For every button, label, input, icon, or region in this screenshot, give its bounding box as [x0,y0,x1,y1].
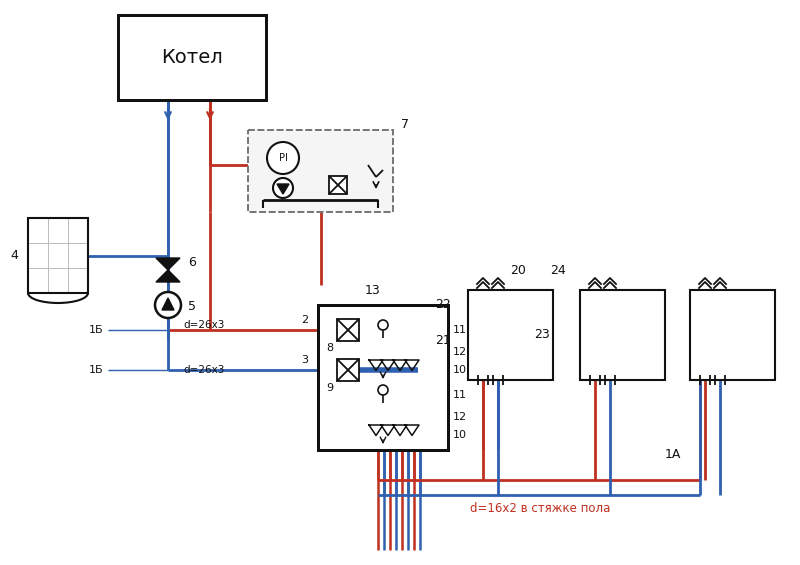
Bar [118,15,266,100]
Bar [337,319,359,341]
Text: 21: 21 [435,333,450,346]
Bar [690,290,775,380]
Bar [118,15,266,100]
Bar [248,130,393,212]
Bar [337,359,359,381]
Text: 11: 11 [453,390,467,400]
Text: 23: 23 [534,328,550,341]
Text: 12: 12 [453,412,467,422]
Text: 4: 4 [10,249,18,262]
Bar [248,130,393,212]
Text: 8: 8 [326,343,334,353]
Text: 13: 13 [365,284,381,297]
Circle shape [378,320,388,330]
Bar [468,290,553,380]
Polygon shape [156,258,180,270]
Text: 12: 12 [453,347,467,357]
Text: Котел: Котел [161,48,223,67]
Bar [318,305,448,450]
Polygon shape [156,270,180,282]
Bar [28,218,88,293]
Circle shape [378,385,388,395]
Text: 11: 11 [453,325,467,335]
Text: 10: 10 [453,365,467,375]
Bar [580,290,665,380]
Text: 9: 9 [326,383,334,393]
Circle shape [155,292,181,318]
Polygon shape [162,298,174,310]
Text: d=16x2 в стяжке пола: d=16x2 в стяжке пола [470,502,610,515]
Text: 1Б: 1Б [88,365,103,375]
Circle shape [273,178,293,198]
Circle shape [267,142,299,174]
Text: 7: 7 [401,119,409,132]
Text: PI: PI [278,153,287,163]
Text: 24: 24 [550,263,566,276]
Text: 10: 10 [453,430,467,440]
Text: 6: 6 [188,255,196,268]
Text: 1Б: 1Б [88,325,103,335]
Bar [329,176,347,194]
Text: 5: 5 [188,301,196,314]
Text: d=26x3: d=26x3 [183,320,224,330]
Text: d=26x3: d=26x3 [183,365,224,375]
Bar [318,305,448,450]
Polygon shape [277,184,289,194]
Bar [318,305,448,450]
Text: 22: 22 [435,298,450,311]
Text: 1А: 1А [665,449,682,462]
Text: 20: 20 [510,263,526,276]
Text: 3: 3 [301,355,308,365]
Text: 2: 2 [301,315,308,325]
